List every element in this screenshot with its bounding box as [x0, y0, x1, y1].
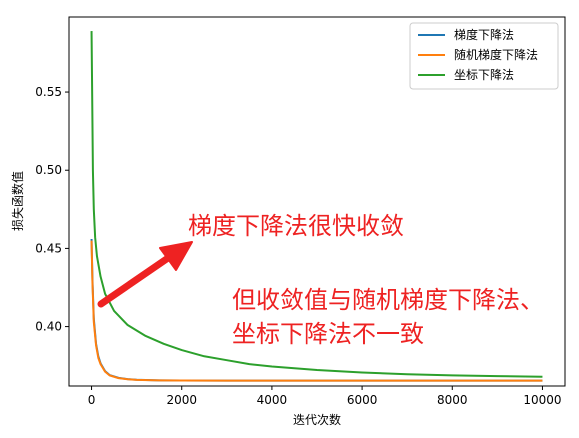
- x-tick-label: 10000: [523, 393, 561, 407]
- x-tick-label: 2000: [166, 393, 197, 407]
- y-tick-label: 0.40: [35, 320, 62, 334]
- series-layer: [90, 31, 543, 382]
- plot-frame: [68, 16, 566, 387]
- x-tick-label: 4000: [257, 393, 288, 407]
- annotation-fast-converge: 梯度下降法很快收敛: [188, 212, 404, 240]
- legend-box: [409, 22, 559, 90]
- y-axis-label: 损失函数值: [10, 171, 25, 231]
- x-tick-label: 8000: [437, 393, 468, 407]
- y-tick-label: 0.50: [35, 163, 62, 177]
- annotation-arrow: [97, 241, 193, 308]
- annotation-converge-differs-line1: 但收敛值与随机梯度下降法、: [232, 286, 544, 314]
- legend-label-gradient-descent: 梯度下降法: [454, 27, 514, 42]
- legend-label-coordinate-descent: 坐标下降法: [454, 68, 514, 82]
- legend-label-sgd: 随机梯度下降法: [454, 47, 538, 62]
- arrow-head: [159, 241, 193, 271]
- x-tick-label: 6000: [347, 393, 378, 407]
- x-axis-label: 迭代次数: [293, 412, 341, 427]
- x-tick-label: 0: [88, 393, 96, 407]
- y-tick-label: 0.45: [35, 241, 62, 255]
- annotation-converge-differs-line2: 坐标下降法不一致: [232, 320, 424, 348]
- y-axis-ticks: 0.40 0.45 0.50 0.55: [35, 85, 69, 334]
- arrow-shaft: [97, 254, 172, 308]
- y-tick-label: 0.55: [35, 85, 62, 99]
- series-line-1: [90, 240, 543, 382]
- legend: 梯度下降法 随机梯度下降法 坐标下降法: [409, 22, 559, 90]
- series-line-2: [90, 31, 543, 378]
- x-axis-ticks: 0 2000 4000 6000 8000 10000: [88, 386, 562, 407]
